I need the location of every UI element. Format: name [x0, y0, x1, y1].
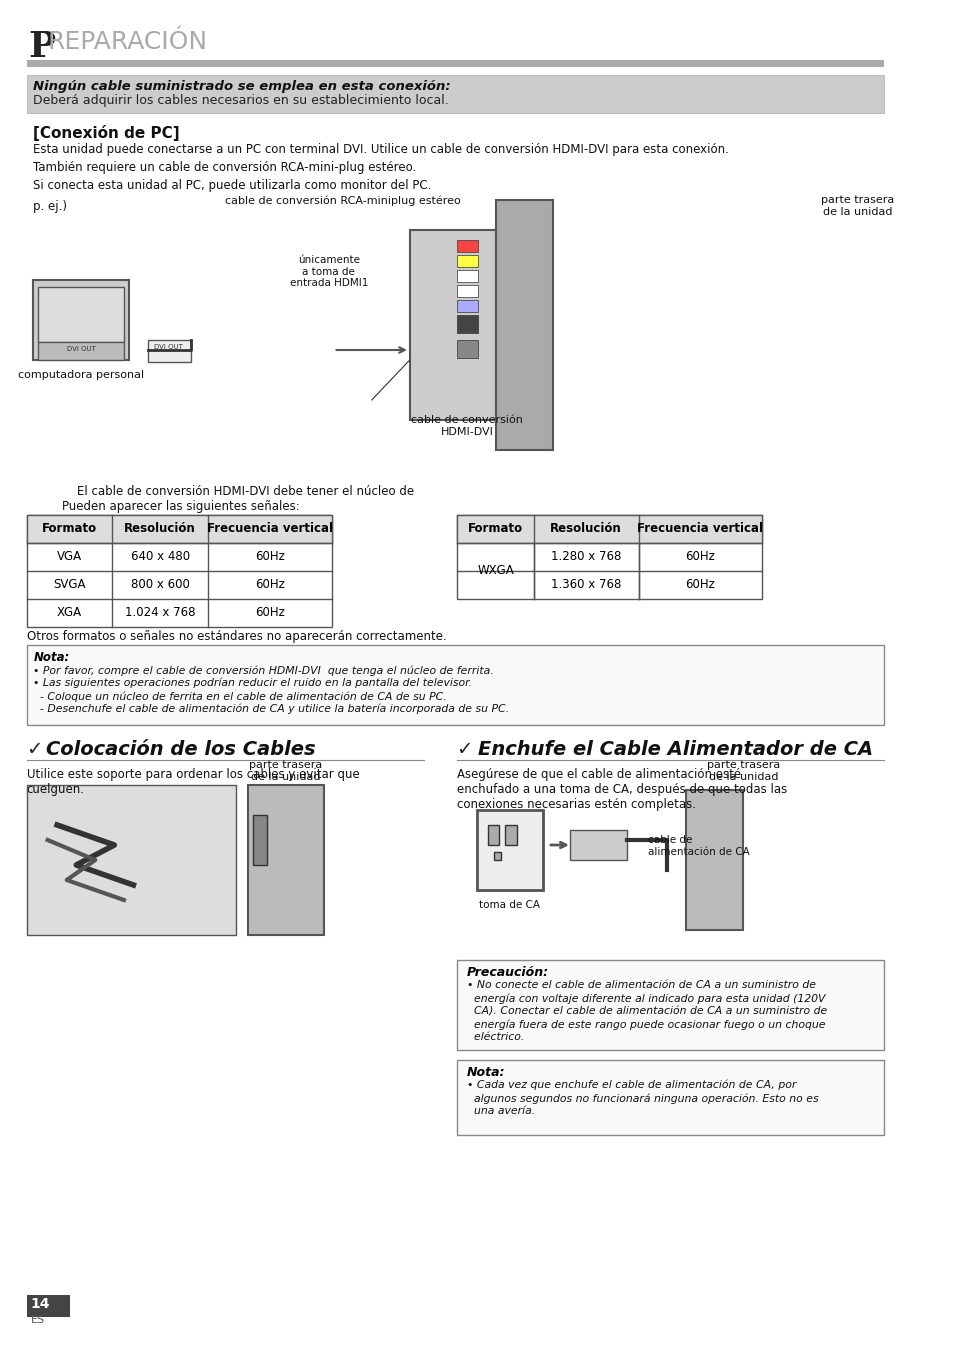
Text: • Las siguientes operaciones podrían reducir el ruido en la pantalla del televis: • Las siguientes operaciones podrían red… [33, 678, 472, 689]
Bar [148, 340, 191, 363]
Bar [253, 816, 267, 865]
Text: 60Hz: 60Hz [254, 607, 284, 620]
Text: Otros formatos o señales no estándares no aparecerán correctamente.: Otros formatos o señales no estándares n… [27, 630, 446, 643]
Bar [487, 825, 498, 845]
Text: una avería.: una avería. [466, 1105, 535, 1116]
Bar [457, 515, 761, 599]
Text: SVGA: SVGA [53, 578, 86, 592]
Text: ✓: ✓ [27, 740, 50, 759]
Text: Utilice este soporte para ordenar los cables y evitar que
cuelguen.: Utilice este soporte para ordenar los ca… [27, 768, 359, 797]
Bar [248, 785, 324, 936]
Bar [457, 240, 477, 252]
Text: • Cada vez que enchufe el cable de alimentación de CA, por: • Cada vez que enchufe el cable de alime… [466, 1080, 796, 1091]
Text: Frecuencia vertical: Frecuencia vertical [207, 523, 333, 535]
Bar [38, 342, 124, 360]
Text: Resolución: Resolución [124, 523, 195, 535]
Text: algunos segundos no funcionará ninguna operación. Esto no es: algunos segundos no funcionará ninguna o… [466, 1093, 818, 1104]
Text: Colocación de los Cables: Colocación de los Cables [46, 740, 315, 759]
Bar [495, 200, 552, 450]
Text: 640 x 480: 640 x 480 [131, 550, 190, 563]
Bar [457, 315, 477, 333]
Text: - Coloque un núcleo de ferrita en el cable de alimentación de CA de su PC.: - Coloque un núcleo de ferrita en el cab… [33, 692, 447, 701]
Text: Formato: Formato [468, 523, 522, 535]
Bar [27, 75, 883, 113]
Bar [27, 515, 332, 543]
Text: WXGA: WXGA [476, 565, 514, 577]
Text: Resolución: Resolución [550, 523, 621, 535]
Text: 1.280 x 768: 1.280 x 768 [550, 550, 620, 563]
Text: toma de CA: toma de CA [478, 900, 539, 910]
Text: 1.360 x 768: 1.360 x 768 [550, 578, 620, 592]
Bar [493, 852, 500, 860]
Bar [27, 644, 883, 725]
Bar [27, 785, 236, 936]
Bar [27, 61, 883, 67]
Text: 60Hz: 60Hz [254, 550, 284, 563]
Text: DVI OUT: DVI OUT [67, 346, 95, 352]
Text: cable de
alimentación de CA: cable de alimentación de CA [647, 834, 749, 856]
Text: Frecuencia vertical: Frecuencia vertical [637, 523, 762, 535]
Text: energía fuera de este rango puede ocasionar fuego o un choque: energía fuera de este rango puede ocasio… [466, 1019, 824, 1030]
Text: XGA: XGA [57, 607, 82, 620]
Text: El cable de conversión HDMI-DVI debe tener el núcleo de
Pueden aparecer las sigu: El cable de conversión HDMI-DVI debe ten… [62, 485, 414, 514]
Bar [457, 340, 477, 359]
Text: 60Hz: 60Hz [254, 578, 284, 592]
Text: Nota:: Nota: [33, 651, 70, 665]
Text: CA). Conectar el cable de alimentación de CA a un suministro de: CA). Conectar el cable de alimentación d… [466, 1006, 826, 1016]
Text: únicamente
a toma de
entrada HDMI1: únicamente a toma de entrada HDMI1 [290, 255, 368, 288]
Polygon shape [33, 280, 129, 360]
Bar [27, 1295, 70, 1317]
Text: Formato: Formato [42, 523, 97, 535]
Text: 1.024 x 768: 1.024 x 768 [125, 607, 195, 620]
Bar [457, 960, 883, 1050]
Text: p. ej.): p. ej.) [33, 200, 68, 213]
Text: - Desenchufe el cable de alimentación de CA y utilice la batería incorporada de : - Desenchufe el cable de alimentación de… [33, 704, 509, 714]
Text: 14: 14 [30, 1297, 50, 1312]
Text: P: P [29, 30, 55, 63]
Text: Precaución:: Precaución: [466, 967, 549, 979]
Text: Asegúrese de que el cable de alimentación esté
enchufado a una toma de CA, despu: Asegúrese de que el cable de alimentació… [457, 768, 787, 811]
Bar [27, 515, 332, 627]
Bar [504, 825, 516, 845]
Bar [457, 284, 477, 297]
Bar [38, 287, 124, 342]
Text: eléctrico.: eléctrico. [466, 1033, 524, 1042]
Text: parte trasera
de la unidad: parte trasera de la unidad [706, 760, 780, 782]
Bar [457, 270, 477, 282]
Text: Ningún cable suministrado se emplea en esta conexión:: Ningún cable suministrado se emplea en e… [33, 80, 451, 93]
Text: cable de conversión RCA-miniplug estéreo: cable de conversión RCA-miniplug estéreo [225, 195, 460, 205]
Text: • Por favor, compre el cable de conversión HDMI-DVI  que tenga el núcleo de ferr: • Por favor, compre el cable de conversi… [33, 665, 494, 675]
Bar [457, 301, 477, 311]
Bar [457, 515, 761, 543]
Text: computadora personal: computadora personal [18, 369, 144, 380]
Text: DVI OUT: DVI OUT [154, 344, 183, 350]
Bar [476, 810, 542, 890]
Text: ✓: ✓ [457, 740, 480, 759]
Text: Enchufe el Cable Alimentador de CA: Enchufe el Cable Alimentador de CA [477, 740, 873, 759]
Text: Deberá adquirir los cables necesarios en su establecimiento local.: Deberá adquirir los cables necesarios en… [33, 94, 449, 106]
Text: energía con voltaje diferente al indicado para esta unidad (120V: energía con voltaje diferente al indicad… [466, 993, 824, 1003]
Text: cable de conversión
HDMI-DVI: cable de conversión HDMI-DVI [411, 415, 522, 437]
Bar [410, 231, 495, 421]
Text: parte trasera
de la unidad: parte trasera de la unidad [249, 760, 322, 782]
Text: [Conexión de PC]: [Conexión de PC] [33, 125, 180, 142]
Text: parte trasera
de la unidad: parte trasera de la unidad [821, 195, 893, 217]
Text: ES: ES [30, 1316, 45, 1325]
Text: Nota:: Nota: [466, 1066, 505, 1078]
Text: REPARACIÓN: REPARACIÓN [48, 30, 208, 54]
Text: • No conecte el cable de alimentación de CA a un suministro de: • No conecte el cable de alimentación de… [466, 980, 815, 989]
Text: 60Hz: 60Hz [685, 578, 715, 592]
Bar [457, 1060, 883, 1135]
Bar [457, 255, 477, 267]
Bar [569, 830, 626, 860]
Text: 60Hz: 60Hz [685, 550, 715, 563]
Bar [685, 790, 742, 930]
Text: VGA: VGA [57, 550, 82, 563]
Text: 800 x 600: 800 x 600 [131, 578, 190, 592]
Text: Esta unidad puede conectarse a un PC con terminal DVI. Utilice un cable de conve: Esta unidad puede conectarse a un PC con… [33, 143, 728, 191]
